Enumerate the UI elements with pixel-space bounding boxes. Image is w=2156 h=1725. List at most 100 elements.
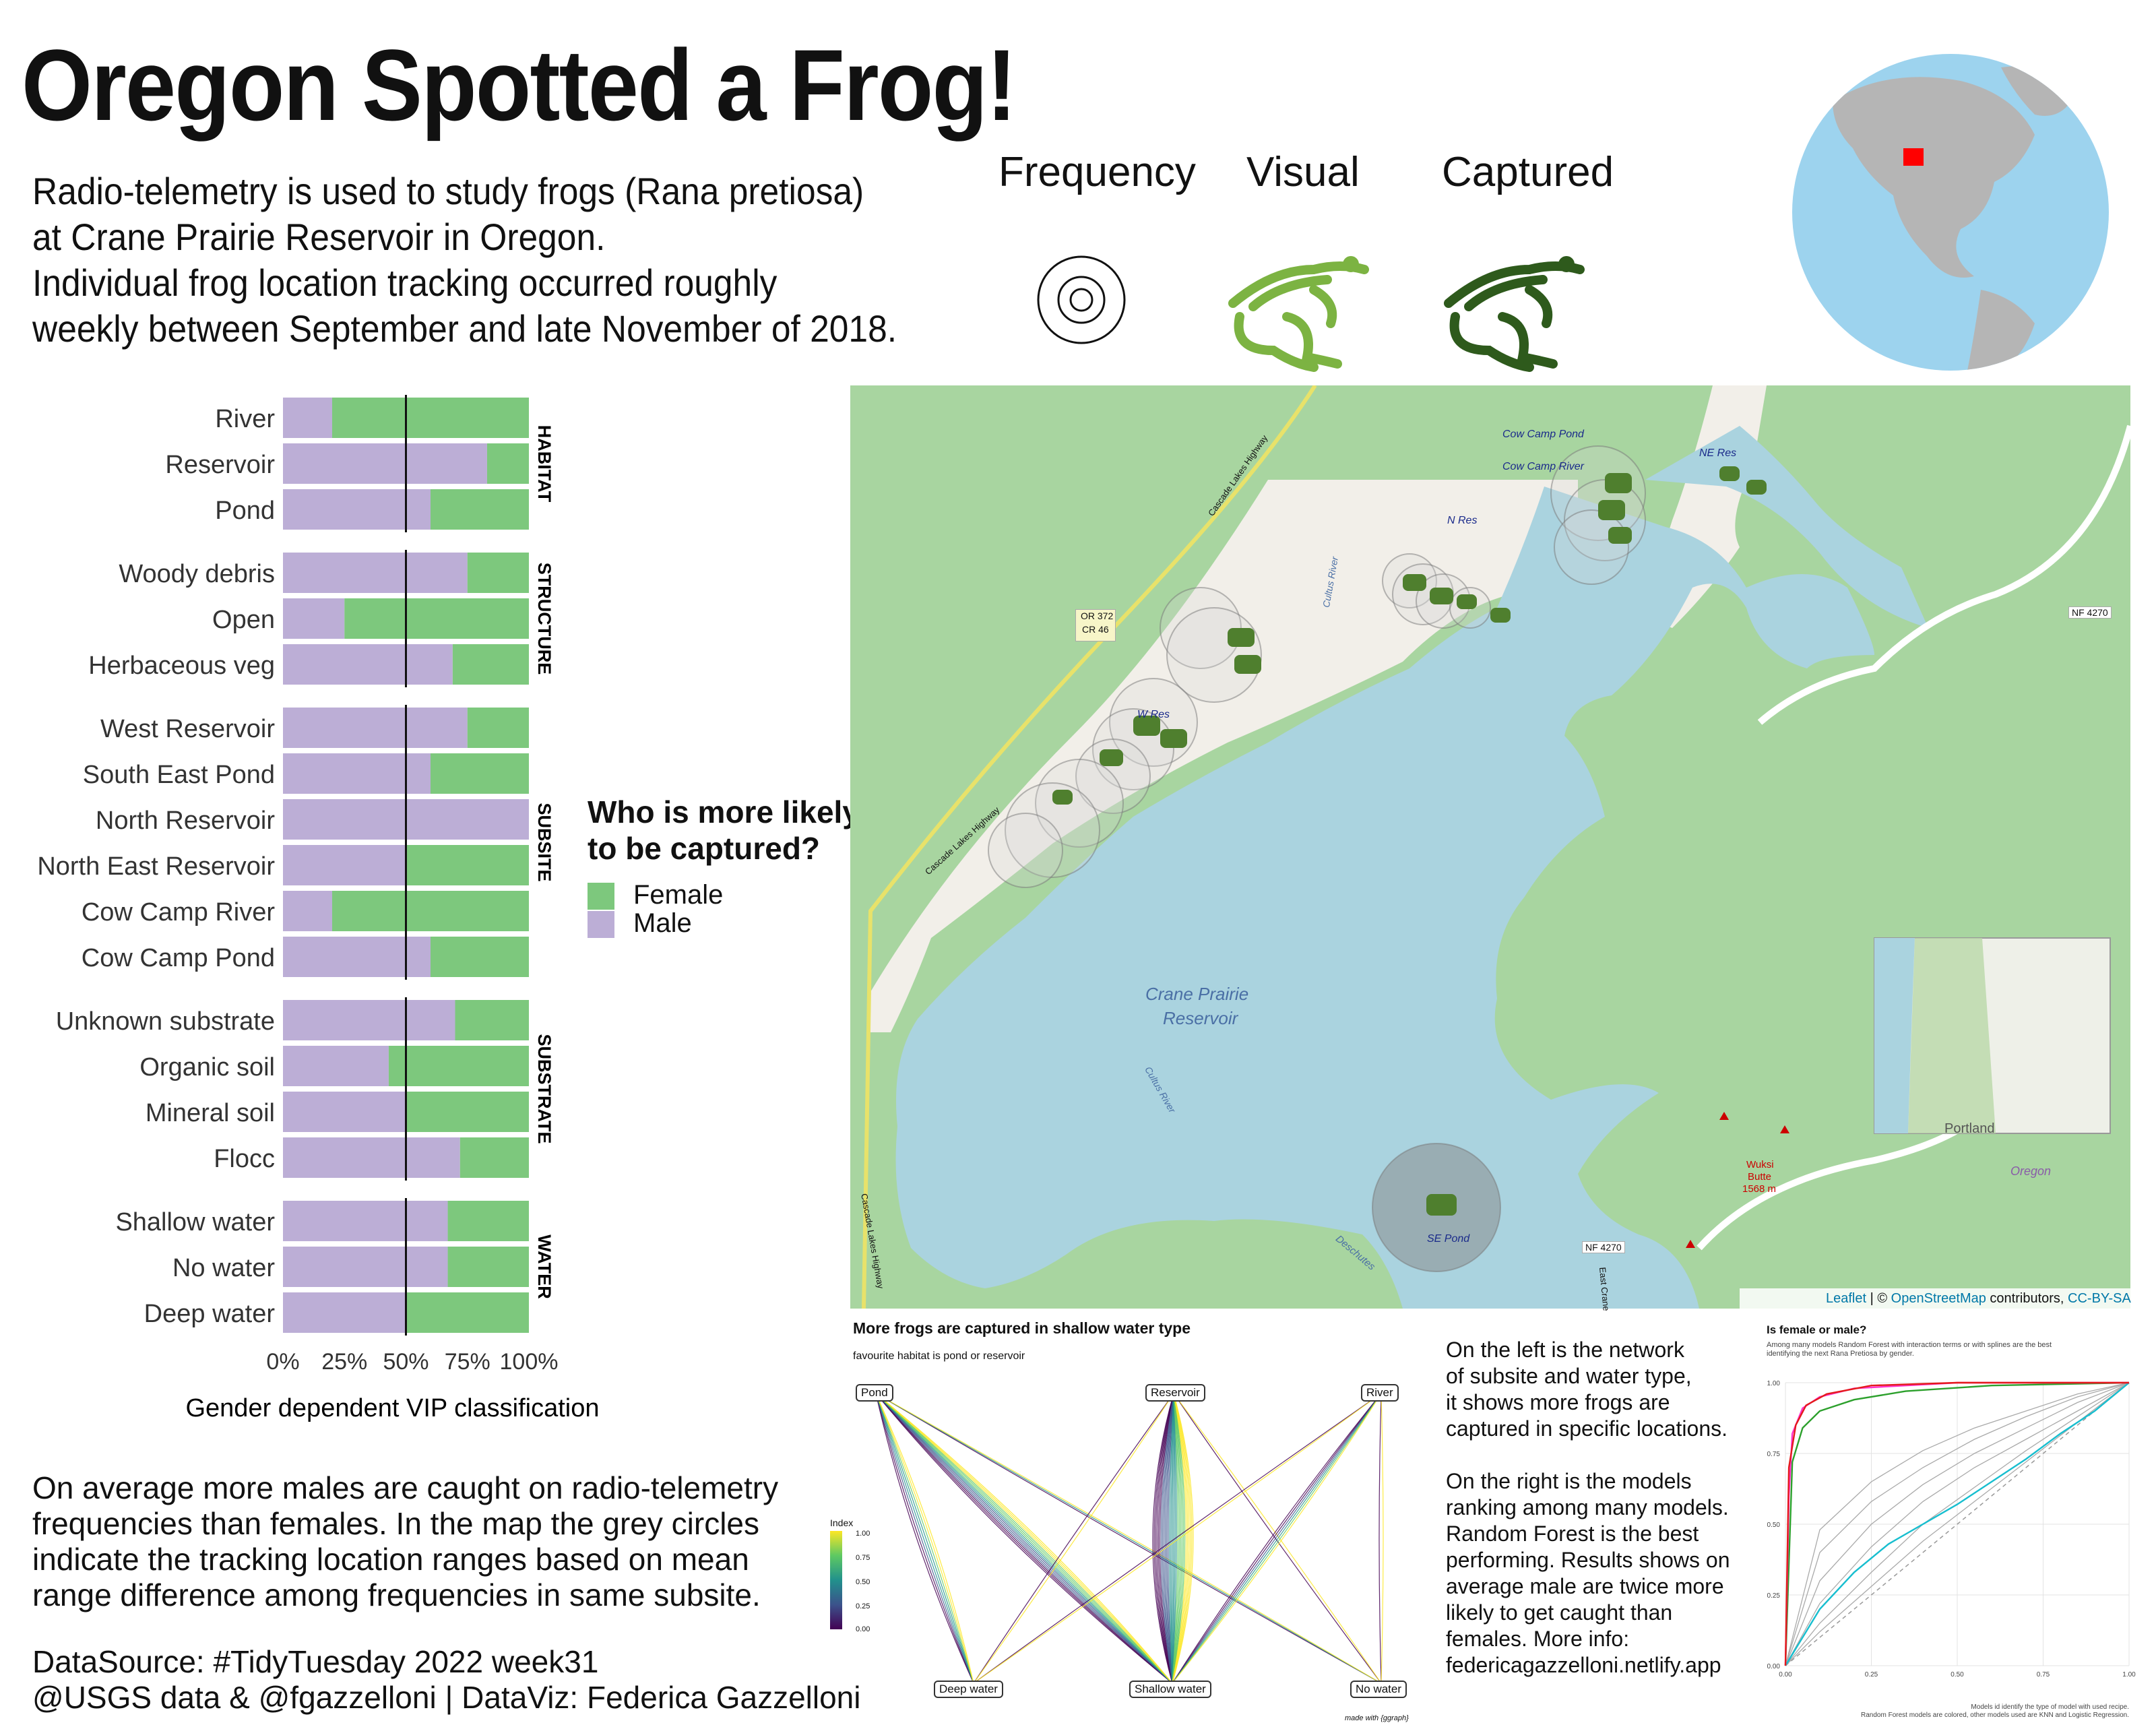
x-tick-label: 0% — [266, 1349, 299, 1375]
network-edge — [1169, 1393, 1174, 1684]
globe-locator — [1792, 54, 2109, 371]
network-edge — [1173, 1393, 1382, 1684]
network-edge — [875, 1393, 1382, 1684]
roc-caption: Models id identify the type of model wit… — [1833, 1703, 2129, 1720]
map-label-route: OR 372 — [1081, 610, 1114, 621]
colorbar — [830, 1531, 842, 1629]
bar-female — [388, 1046, 529, 1086]
network-edge — [1172, 1393, 1382, 1684]
license-link[interactable]: CC-BY-SA — [2068, 1291, 2131, 1306]
network-edge — [875, 1393, 1173, 1684]
map-attribution: Leaflet | © OpenStreetMap contributors, … — [1826, 1291, 2131, 1307]
network-edge — [1164, 1393, 1174, 1684]
network-edge — [875, 1393, 1173, 1684]
summary-line: frequencies than females. In the map the… — [32, 1506, 760, 1541]
facet-label: STRUCTURE — [534, 563, 554, 675]
intro-text: Radio-telemetry is used to study frogs (… — [32, 168, 897, 352]
attribution-sep: | © — [1866, 1291, 1891, 1306]
category-label: Cow Camp River — [82, 898, 276, 927]
x-tick-label: 50% — [383, 1349, 429, 1375]
network-edge — [875, 1393, 1382, 1684]
vip-bar-chart: River Reservoir Pond HABITAT Woody debris Ope… — [37, 395, 600, 1422]
x-tick-label: 100% — [500, 1349, 559, 1375]
frog-markers — [1052, 466, 1767, 1216]
bar-male — [283, 845, 406, 885]
network-edge — [1172, 1393, 1174, 1684]
bar-male — [283, 489, 431, 530]
bar-female — [459, 1137, 529, 1178]
map-label-ne-res: NE Res — [1699, 447, 1737, 459]
bar-male — [283, 1092, 406, 1132]
map-label-nf-4270-2: NF 4270 — [1582, 1241, 1625, 1253]
source-note: DataSource: #TidyTuesday 2022 week31 @US… — [32, 1644, 861, 1716]
category-label: North Reservoir — [96, 807, 275, 835]
summary-line: indicate the tracking location ranges ba… — [32, 1542, 749, 1577]
network-edge — [1160, 1393, 1174, 1684]
source-line: @USGS data & @fgazzelloni | DataViz: Fed… — [32, 1680, 861, 1715]
roc-curve — [1785, 1382, 2130, 1666]
map-label-w-res: W Res — [1137, 709, 1170, 720]
bar-male — [283, 1292, 406, 1333]
female-swatch — [588, 883, 614, 910]
intro-line: Individual frog location tracking occurr… — [32, 261, 778, 304]
category-label: West Reservoir — [100, 715, 275, 743]
leaflet-link[interactable]: Leaflet — [1826, 1291, 1867, 1306]
roc-subtitle-line: Among many models Random Forest with int… — [1767, 1341, 2052, 1349]
network-edge — [1172, 1393, 1184, 1684]
bar-male — [283, 891, 332, 931]
network-edge — [1172, 1393, 1190, 1684]
network-edge — [875, 1393, 1173, 1684]
osm-link[interactable]: OpenStreetMap — [1891, 1291, 1986, 1306]
concentric-circles-icon — [1037, 255, 1126, 344]
map-label-nf-4270: NF 4270 — [2068, 606, 2112, 619]
network-edge — [875, 1393, 1382, 1684]
network-edge — [875, 1393, 974, 1684]
y-tick-label: 0.00 — [1767, 1663, 1781, 1670]
explanation-line: Random Forest is the best — [1446, 1522, 1699, 1546]
network-edge — [875, 1393, 974, 1684]
node-pond: Pond — [856, 1384, 893, 1402]
bar-male — [283, 1247, 448, 1287]
network-edge — [1172, 1393, 1174, 1684]
network-edge — [1172, 1393, 1183, 1684]
x-axis-title: Gender dependent VIP classification — [185, 1394, 599, 1422]
explanation-line — [1446, 1442, 1730, 1468]
bar-male — [283, 644, 453, 685]
network-edge — [1159, 1393, 1174, 1684]
colorbar-tick: 0.00 — [856, 1625, 870, 1633]
summary-note: On average more males are caught on radi… — [32, 1470, 778, 1613]
network-edge — [1172, 1393, 1186, 1684]
bar-female — [406, 1292, 529, 1333]
legend-male: Male — [633, 908, 692, 938]
network-edge — [875, 1393, 1173, 1684]
map-label-butte: Wuksi — [1746, 1159, 1774, 1170]
bar-female — [431, 489, 529, 530]
network-edge — [1381, 1393, 1384, 1684]
legend-title-line: to be captured? — [588, 831, 821, 866]
bar-female — [332, 891, 529, 931]
legend-female: Female — [633, 880, 724, 910]
node-deep-water: Deep water — [934, 1681, 1003, 1698]
bar-female — [455, 1000, 529, 1040]
bar-male — [283, 753, 431, 794]
y-tick-label: 0.25 — [1767, 1592, 1781, 1600]
explanation-line[interactable]: federicagazzelloni.netlify.app — [1446, 1653, 1721, 1677]
network-edge — [875, 1393, 974, 1684]
bar-male — [283, 937, 431, 977]
network-edge — [875, 1393, 1173, 1684]
x-tick-label: 0.50 — [1951, 1671, 1964, 1679]
network-edge — [875, 1393, 974, 1684]
reservoir-map — [850, 385, 2130, 1309]
category-label: South East Pond — [83, 761, 275, 789]
network-edge — [1378, 1393, 1382, 1684]
map-label-butte-3: 1568 m — [1742, 1183, 1777, 1195]
explanation-line: On the left is the network — [1446, 1338, 1684, 1362]
facet-label: HABITAT — [534, 425, 554, 503]
explanation-line: ranking among many models. — [1446, 1495, 1729, 1519]
category-label: River — [215, 405, 275, 433]
network-edge — [1166, 1393, 1174, 1684]
map-label-route-2: CR 46 — [1082, 624, 1109, 635]
male-swatch — [588, 911, 614, 938]
bar-male — [283, 598, 345, 639]
network-edge — [1172, 1393, 1382, 1684]
